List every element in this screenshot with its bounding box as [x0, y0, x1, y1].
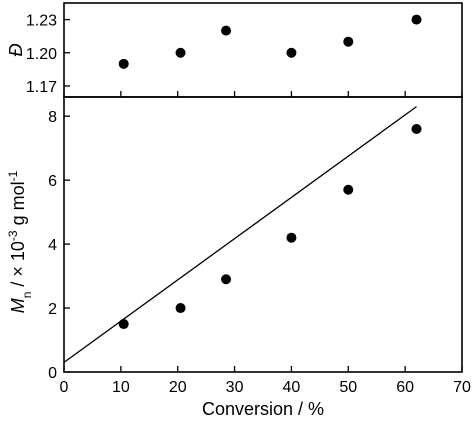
bottom-y-tick-label: 4: [48, 237, 57, 254]
bottom-fit-line: [63, 106, 417, 363]
bottom-panel: 0 2 4 6 8 0 10 20 30 40 50 60 70: [48, 96, 471, 396]
top-data-point: [286, 47, 297, 58]
bottom-x-tick-label: 60: [396, 379, 414, 396]
ylabel-unit: g mol: [8, 181, 28, 230]
bottom-y-tick-label: 6: [48, 173, 57, 190]
top-y-axis-label: Đ: [6, 44, 26, 57]
ylabel-sup2: -1: [6, 170, 20, 181]
bottom-x-tick-label: 70: [453, 379, 471, 396]
bottom-data-point: [286, 232, 297, 243]
bottom-plot-frame: [63, 96, 463, 373]
bottom-data-point: [118, 319, 129, 330]
top-panel: 1.17 1.20 1.23: [26, 2, 463, 98]
ylabel-sub: n: [20, 292, 34, 299]
top-y-tick-label: 1.23: [26, 13, 57, 30]
bottom-data-point: [411, 123, 422, 134]
bottom-y-tick-label: 0: [48, 365, 57, 382]
top-y-tick-label: 1.17: [26, 79, 57, 96]
bottom-data-point: [221, 274, 232, 285]
bottom-y-tick-label: 8: [48, 109, 57, 126]
bottom-data-point: [343, 184, 354, 195]
top-data-point: [118, 58, 129, 69]
top-y-tick-label: 1.20: [26, 46, 57, 63]
top-data-point: [175, 47, 186, 58]
top-data-point: [411, 14, 422, 25]
bottom-x-tick-label: 30: [226, 379, 244, 396]
bottom-y-tick-label: 2: [48, 301, 57, 318]
top-data-point: [343, 36, 354, 47]
bottom-y-axis-label: Mn / × 10-3 g mol-1: [6, 170, 34, 313]
ylabel-m: M: [8, 298, 28, 313]
bottom-data-point: [175, 303, 186, 314]
bottom-x-tick-label: 10: [112, 379, 130, 396]
bottom-x-tick-label: 20: [169, 379, 187, 396]
top-data-point: [221, 25, 232, 36]
bottom-x-tick-label: 50: [339, 379, 357, 396]
ylabel-mid: / × 10: [8, 241, 28, 292]
x-axis-label: Conversion / %: [202, 399, 324, 419]
top-plot-frame: [63, 2, 463, 98]
bottom-x-tick-label: 40: [283, 379, 301, 396]
bottom-x-tick-label: 0: [60, 379, 69, 396]
ylabel-sup1: -3: [6, 230, 20, 241]
